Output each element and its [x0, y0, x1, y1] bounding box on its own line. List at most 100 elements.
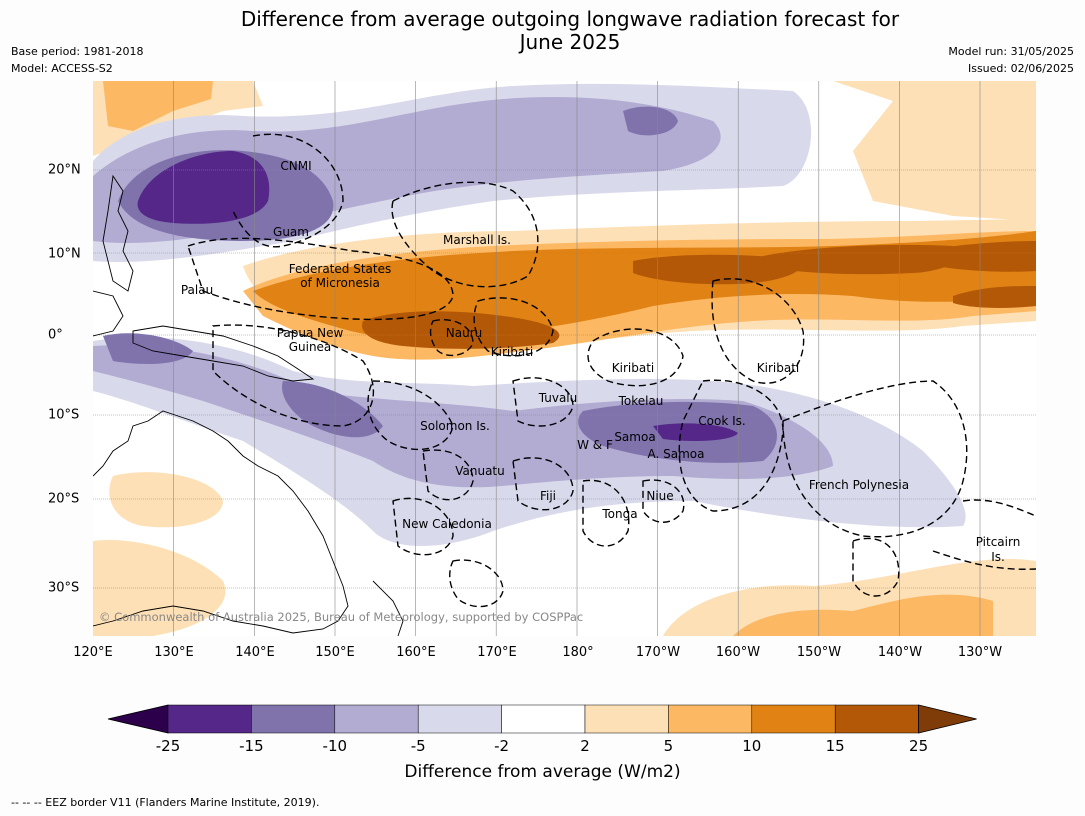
chart-title: Difference from average outgoing longwav…: [0, 8, 1085, 54]
eez-tuvalu: [512, 377, 574, 427]
eez-norfolk: [449, 559, 504, 608]
north-east-orange-field: [833, 81, 1036, 221]
eez-french-polynesia: [782, 380, 968, 538]
colorbar-segment: [834, 704, 919, 734]
colorbar-segment: [251, 704, 336, 734]
place-label-pitcairn2: Is.: [991, 550, 1005, 564]
issued-date: Issued: 02/06/2025: [967, 62, 1074, 75]
x-tick-label: 120°E: [73, 645, 113, 660]
x-tick-label: 130°W: [957, 645, 1003, 660]
colorbar: [107, 704, 977, 734]
eez-png: [212, 324, 374, 427]
y-tick-label: 10°N: [48, 246, 81, 262]
colorbar-tick-label: 25: [909, 737, 929, 755]
colorbar-tick-label: -2: [494, 737, 510, 755]
place-label-samoa: Samoa: [614, 430, 655, 444]
place-label-cook: Cook Is.: [698, 414, 745, 428]
colorbar-tick-label: 2: [580, 737, 590, 755]
y-tick-label: 10°S: [48, 407, 80, 423]
place-label-niue: Niue: [646, 489, 673, 503]
eez-new-caledonia: [392, 497, 454, 556]
eez-fiji: [512, 457, 574, 511]
place-label-kiribati3: Kiribati: [757, 361, 799, 375]
place-label-tokelau: Tokelau: [618, 394, 664, 408]
eez-nauru: [429, 319, 474, 357]
south-purple-core: [653, 423, 738, 441]
australia-coast: [93, 410, 349, 634]
coral-sea-purple: [282, 381, 383, 438]
x-tick-label: 160°W: [715, 645, 761, 660]
eez-kiribati-west: [473, 297, 554, 357]
meta-left: Base period: 1981-2018 Model: ACCESS-S2: [11, 43, 143, 77]
title-line-1: Difference from average outgoing longwav…: [240, 7, 900, 31]
place-label-fiji: Fiji: [540, 489, 556, 503]
y-tick-label: 20°N: [48, 162, 81, 178]
east-pacific-core-4: [953, 286, 1036, 308]
x-tick-label: 130°E: [154, 645, 194, 660]
eez-vanuatu: [422, 449, 474, 501]
place-label-palau: Palau: [181, 283, 213, 297]
eez-borders: [187, 133, 1036, 608]
x-tick-label: 140°E: [235, 645, 275, 660]
eez-solomon: [367, 380, 454, 451]
central-pacific-core: [362, 311, 560, 349]
colorbar-tick-label: 5: [663, 737, 674, 755]
place-label-marshall: Marshall Is.: [443, 233, 511, 247]
positive-anomaly-fields: [93, 81, 1036, 636]
colorbar-extend-min: [107, 704, 169, 734]
place-label-png1: Papua New: [277, 326, 344, 340]
place-label-newcal: New Caledonia: [402, 517, 492, 531]
eez-kiribati-central: [587, 328, 684, 387]
eez-kiribati-east: [711, 278, 805, 384]
north-central-purple-spot: [623, 106, 678, 136]
eez-pitcairn-east: [962, 499, 1036, 517]
eez-niue: [642, 479, 685, 523]
eez-footnote: -- -- -- EEZ border V11 (Flanders Marine…: [11, 796, 320, 809]
place-label-nauru: Nauru: [446, 326, 482, 340]
place-label-fsm2: of Micronesia: [300, 276, 380, 290]
eez-marshall: [391, 181, 539, 288]
place-label-tonga: Tonga: [601, 507, 637, 521]
colorbar-tick-label: 15: [825, 737, 845, 755]
colorbar-segments: [107, 704, 977, 734]
place-label-solomon: Solomon Is.: [420, 419, 490, 433]
colorbar-tick-label: -25: [155, 737, 181, 755]
colorbar-tick-label: -15: [239, 737, 264, 755]
x-tick-label: 140°W: [877, 645, 923, 660]
north-west-orange-core: [103, 81, 213, 131]
x-tick-label: 170°E: [477, 645, 517, 660]
place-label-cnmi: CNMI: [280, 159, 311, 173]
borneo-coast: [93, 290, 124, 337]
place-label-asamoa: A. Samoa: [648, 447, 705, 461]
place-label-fsm1: Federated States: [289, 262, 391, 276]
new-guinea-coast: [132, 325, 315, 382]
colorbar-title: Difference from average (W/m2): [404, 762, 681, 782]
y-tick-label: 30°S: [48, 580, 80, 596]
x-tick-label: 160°E: [396, 645, 436, 660]
place-label-pitcairn1: Pitcairn: [976, 535, 1021, 549]
x-tick-label: 180°: [562, 645, 594, 660]
y-tick-label: 20°S: [48, 491, 80, 507]
eez-pitcairn: [852, 537, 900, 597]
y-tick-label: 0°: [48, 327, 63, 343]
colorbar-tick-label: 10: [742, 737, 762, 755]
colorbar-segment: [584, 704, 669, 734]
tasman-orange-field: [109, 472, 223, 528]
coastlines: [93, 174, 404, 636]
eez-fsm: [187, 237, 454, 321]
eez-cook: [678, 379, 784, 512]
colorbar-segment: [751, 704, 836, 734]
colorbar-tick-label: -10: [322, 737, 348, 755]
place-label-png2: Guinea: [289, 340, 332, 354]
east-pacific-core-2: [763, 244, 961, 275]
east-pacific-core-1: [633, 254, 801, 285]
x-tick-label: 150°W: [796, 645, 842, 660]
colorbar-extend-max: [918, 704, 977, 734]
eez-guam-cnmi: [232, 133, 344, 248]
colorbar-segment: [167, 704, 252, 734]
colorbar-segment: [501, 704, 586, 734]
place-label-kiribati1: Kiribati: [491, 345, 533, 359]
colorbar-segment: [417, 704, 502, 734]
